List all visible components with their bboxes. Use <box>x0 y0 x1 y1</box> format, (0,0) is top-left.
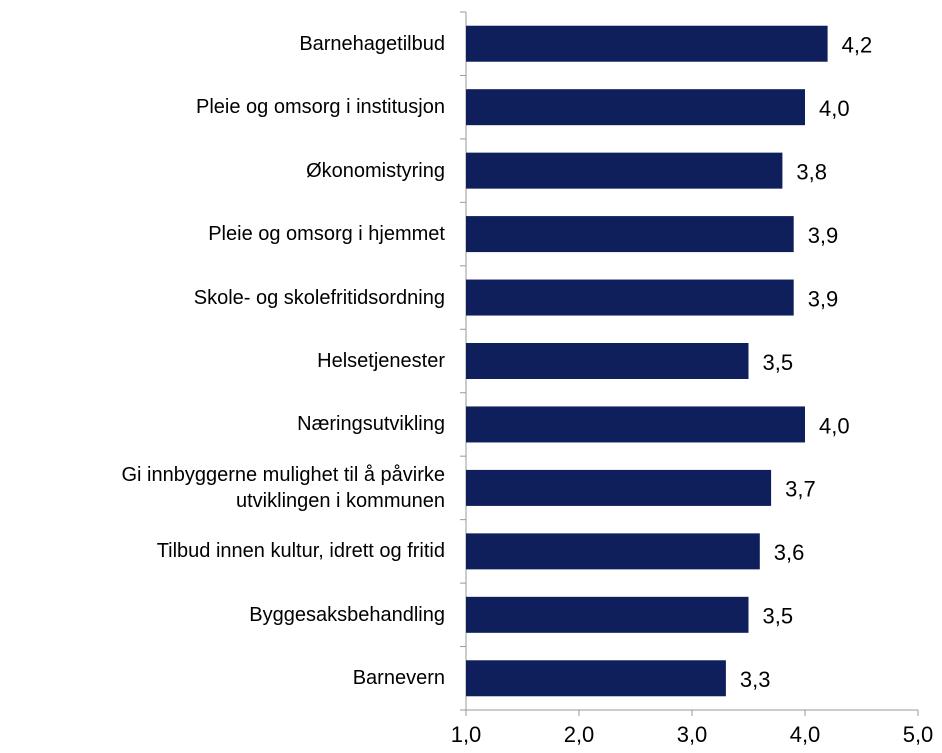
bar <box>466 152 783 189</box>
bar <box>466 343 749 379</box>
category-label: Næringsutvikling <box>297 413 445 436</box>
category-label: Skole- og skolefritidsordning <box>193 286 445 309</box>
category-label: Barnevern <box>352 667 445 690</box>
bar <box>466 596 749 633</box>
category-label: Pleie og omsorg i hjemmet <box>208 223 445 246</box>
category-label: Barnehagetilbud <box>299 32 445 55</box>
bar <box>466 216 794 253</box>
value-label: 3,6 <box>774 540 805 565</box>
value-label: 3,5 <box>763 604 794 629</box>
value-label: 3,5 <box>763 350 794 375</box>
category-label: Helsetjenester <box>317 350 445 372</box>
bar <box>466 25 828 62</box>
category-label: Tilbud innen kultur, idrett og fritid <box>156 540 445 563</box>
value-label: 4,0 <box>819 413 850 438</box>
bar <box>466 660 726 697</box>
bar <box>466 469 772 506</box>
x-tick-label: 3,0 <box>677 722 708 747</box>
category-label: Gi innbyggerne mulighet til å påvirke ut… <box>121 463 445 512</box>
value-label: 3,8 <box>796 159 827 184</box>
value-label: 3,9 <box>808 286 839 311</box>
x-tick-label: 5,0 <box>903 722 934 747</box>
bar <box>466 89 805 126</box>
value-label: 4,2 <box>842 33 873 58</box>
value-label: 4,0 <box>819 96 850 121</box>
category-label: Pleie og omsorg i institusjon <box>195 96 445 119</box>
value-label: 3,3 <box>740 667 771 692</box>
x-tick-label: 4,0 <box>790 722 821 747</box>
value-label: 3,9 <box>808 223 839 248</box>
bar <box>466 279 794 316</box>
x-tick-label: 1,0 <box>451 722 482 747</box>
bar <box>466 533 760 570</box>
category-label: Byggesaksbehandling <box>249 603 445 626</box>
value-label: 3,7 <box>785 477 816 502</box>
x-tick-label: 2,0 <box>564 722 595 747</box>
bar <box>466 406 805 443</box>
category-label: Økonomistyring <box>306 159 445 182</box>
